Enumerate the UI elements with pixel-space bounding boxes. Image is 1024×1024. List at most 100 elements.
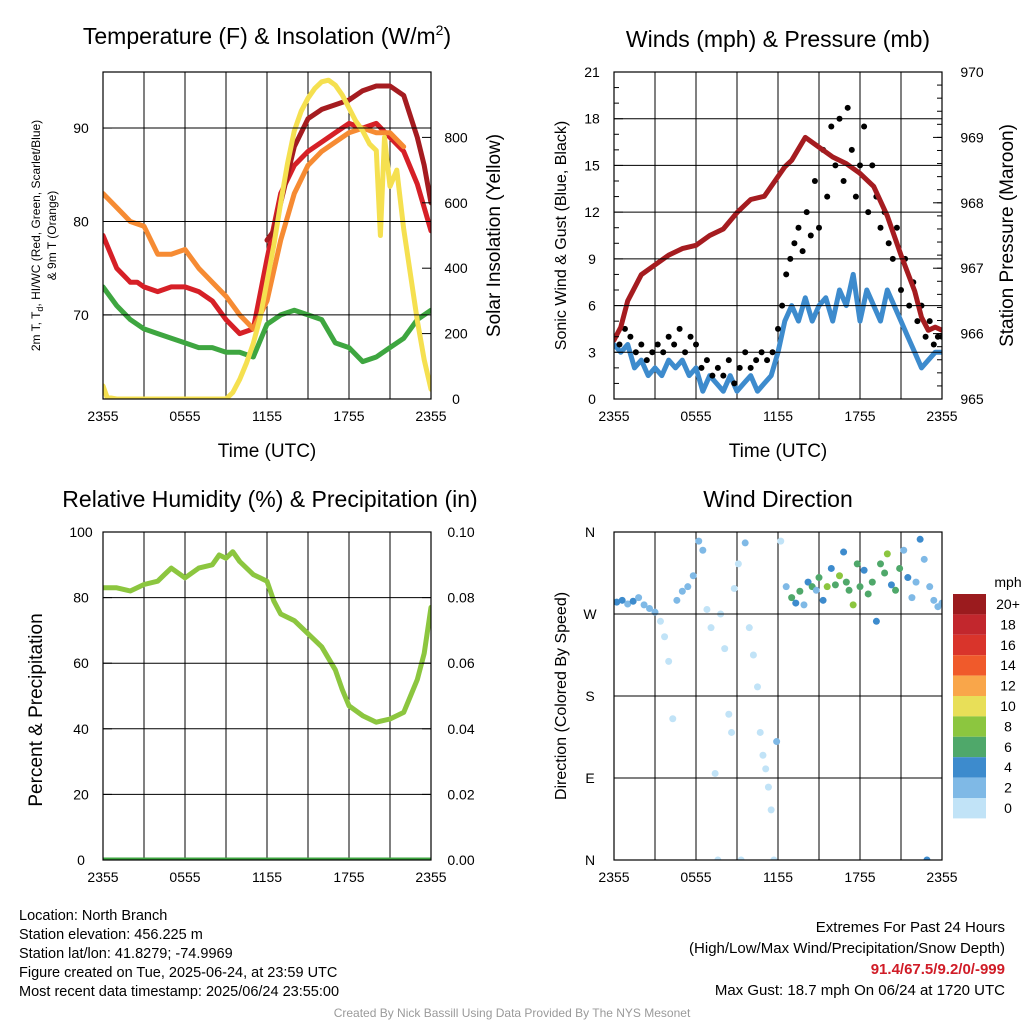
y-label-sub: d — [35, 307, 45, 312]
y-tick-label: S — [585, 688, 594, 704]
legend-swatch — [953, 696, 986, 717]
recent-data-text: Most recent data timestamp: 2025/06/24 2… — [19, 984, 340, 1000]
direction-point — [721, 645, 729, 653]
gust-point — [811, 178, 818, 184]
x-tick-label: 2355 — [87, 408, 118, 424]
title-sup: 2 — [436, 22, 444, 38]
x-tick-label: 1155 — [763, 408, 793, 424]
y-axis-label: Direction (Colored By Speed) — [553, 592, 570, 800]
legend-label: 10 — [1000, 698, 1016, 714]
y2-tick-label: 0.02 — [447, 786, 474, 802]
direction-point — [800, 601, 808, 609]
y-axis-label: Percent & Precipitation — [26, 613, 47, 806]
x-tick-label: 1155 — [763, 869, 793, 885]
direction-point — [711, 769, 719, 777]
direction-point — [938, 599, 942, 607]
x-tick-label: 0555 — [169, 408, 200, 424]
legend-title: mph — [994, 574, 1021, 590]
extremes-block: Extremes For Past 24 Hours (High/Low/Max… — [689, 917, 1005, 1001]
direction-point — [856, 583, 864, 591]
gust-point — [922, 333, 929, 340]
gust-point — [934, 333, 941, 340]
direction-point — [892, 586, 900, 594]
direction-point — [845, 586, 853, 594]
direction-point — [656, 617, 664, 625]
direction-point — [754, 683, 761, 691]
gust-point — [848, 146, 855, 153]
y2-tick-label: 400 — [444, 260, 468, 276]
y2-tick-label: 600 — [444, 195, 468, 211]
y2-tick-label: 967 — [960, 260, 984, 276]
gust-point — [893, 224, 900, 231]
y-tick-label: 60 — [73, 655, 89, 671]
y-tick-label: 18 — [584, 111, 600, 127]
direction-point — [762, 765, 770, 773]
direction-point — [788, 594, 796, 602]
direction-point — [749, 651, 757, 659]
y2-tick-label: 0.00 — [447, 852, 474, 868]
legend-label: 2 — [1004, 780, 1012, 796]
created-text: Figure created on Tue, 2025-06-24, at 23… — [19, 965, 338, 981]
legend-swatch — [953, 777, 986, 798]
direction-point — [624, 600, 632, 608]
plot-frame — [613, 531, 943, 861]
x-axis-label: Time (UTC) — [218, 441, 317, 462]
gust-point — [791, 240, 798, 247]
gust-point — [665, 333, 672, 340]
direction-point — [864, 590, 872, 598]
gust-point — [703, 357, 710, 364]
y-axis-label: 2m T, Td, HI/WC (Red, Green, Scarlet/Blu… — [29, 120, 45, 351]
direction-point — [741, 539, 749, 547]
y-tick-label: W — [583, 606, 597, 622]
direction-point — [646, 605, 654, 613]
y-tick-label: 9 — [588, 251, 596, 267]
x-tick-label: 2355 — [415, 408, 446, 424]
y-tick-label: 80 — [73, 590, 89, 606]
gust-point — [783, 271, 790, 278]
gust-point — [616, 341, 623, 348]
direction-point — [703, 605, 711, 613]
x-tick-label: 2355 — [926, 869, 957, 885]
gust-point — [709, 372, 716, 379]
series-line — [103, 549, 431, 725]
gust-point — [654, 341, 661, 348]
gust-point — [764, 357, 771, 364]
direction-point — [618, 596, 626, 604]
y-label-part: 2m T, T — [29, 311, 43, 351]
direction-point — [777, 537, 785, 545]
direction-point — [689, 572, 697, 580]
direction-point — [734, 560, 742, 568]
y2-tick-label: 0.10 — [447, 524, 474, 540]
gust-point — [930, 341, 937, 348]
direction-point — [840, 548, 848, 556]
y-tick-label: 15 — [584, 157, 600, 173]
direction-point — [926, 583, 934, 591]
direction-point — [849, 601, 857, 609]
direction-point — [827, 564, 835, 572]
direction-point — [923, 856, 931, 860]
direction-point — [614, 598, 621, 606]
y-tick-label: 3 — [588, 344, 596, 360]
y-tick-label: 80 — [73, 213, 89, 229]
y2-tick-label: 0.06 — [447, 655, 474, 671]
direction-point — [883, 550, 891, 558]
direction-point — [868, 578, 876, 586]
title-end: ) — [443, 23, 451, 49]
gust-point — [840, 178, 847, 184]
gust-point — [731, 380, 738, 387]
y-tick-label: 40 — [73, 721, 89, 737]
direction-point — [745, 624, 753, 632]
series-line — [103, 120, 431, 337]
y-tick-label: 12 — [584, 204, 600, 220]
direction-point — [707, 624, 715, 632]
x-tick-label: 2355 — [926, 408, 957, 424]
direction-point — [872, 617, 880, 625]
chart-title: Wind Direction — [703, 486, 853, 512]
x-tick-label: 2355 — [87, 869, 118, 885]
legend-swatch — [953, 675, 986, 696]
direction-point — [714, 856, 722, 860]
gust-point — [698, 364, 705, 371]
legend-swatch — [953, 736, 986, 758]
direction-point — [737, 856, 745, 860]
